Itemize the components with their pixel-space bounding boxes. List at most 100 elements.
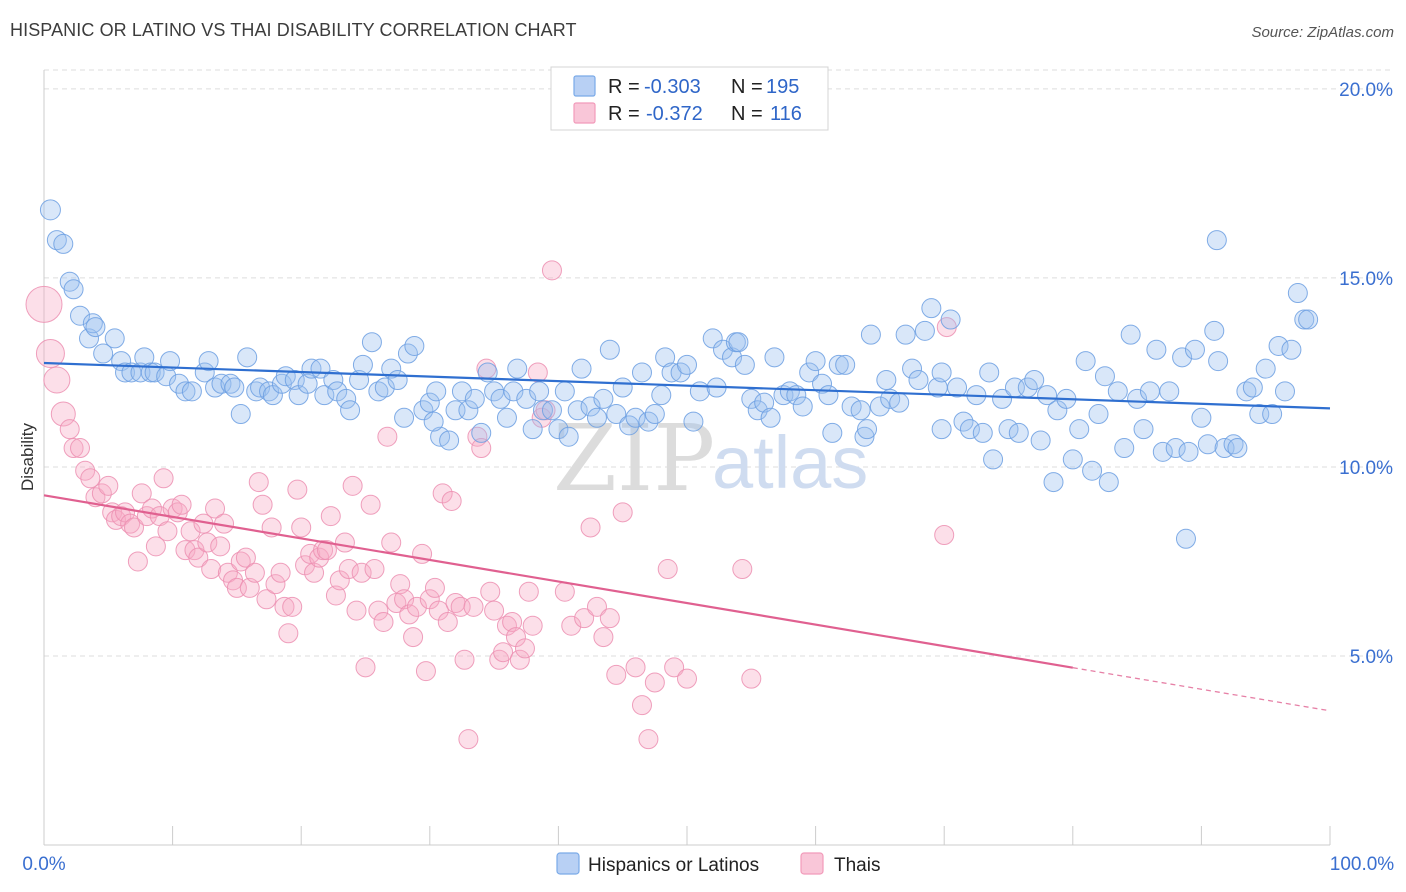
data-point bbox=[205, 498, 226, 519]
watermark: ZIP atlas bbox=[553, 405, 868, 512]
data-point bbox=[197, 532, 218, 553]
data-point bbox=[625, 407, 646, 428]
data-point bbox=[1062, 449, 1083, 470]
data-point bbox=[541, 400, 562, 421]
data-point bbox=[1197, 434, 1218, 455]
data-point bbox=[131, 483, 152, 504]
data-point bbox=[895, 324, 916, 345]
data-point bbox=[127, 551, 148, 572]
data-point bbox=[399, 604, 420, 625]
data-point bbox=[157, 521, 178, 542]
x-tick-label-max: 100.0% bbox=[1330, 854, 1395, 875]
data-point bbox=[477, 362, 498, 383]
data-point bbox=[336, 388, 357, 409]
legend-r-value-2: -0.372 bbox=[646, 103, 703, 125]
data-point bbox=[325, 585, 346, 606]
data-point bbox=[43, 366, 71, 394]
data-point bbox=[59, 419, 80, 440]
data-point bbox=[869, 396, 890, 417]
data-point bbox=[471, 422, 492, 443]
data-point bbox=[586, 407, 607, 428]
data-point bbox=[201, 559, 222, 580]
data-point bbox=[702, 328, 723, 349]
trend-line-thais bbox=[43, 494, 1073, 669]
data-point bbox=[93, 343, 114, 364]
data-point bbox=[828, 354, 849, 375]
data-point bbox=[282, 596, 303, 617]
data-point bbox=[732, 559, 753, 580]
data-point bbox=[1208, 351, 1229, 372]
data-point bbox=[979, 362, 1000, 383]
legend-swatch-pink bbox=[573, 102, 596, 124]
data-point bbox=[1088, 404, 1109, 425]
data-point bbox=[360, 494, 381, 515]
data-point bbox=[252, 494, 273, 515]
data-point bbox=[1178, 441, 1199, 462]
data-point bbox=[631, 695, 652, 716]
data-point bbox=[677, 354, 697, 375]
data-point bbox=[606, 404, 627, 425]
data-point bbox=[580, 396, 601, 417]
data-point bbox=[1281, 339, 1302, 360]
data-point bbox=[124, 517, 145, 538]
data-point bbox=[1223, 434, 1244, 455]
data-point bbox=[85, 487, 106, 508]
data-point bbox=[394, 589, 415, 610]
data-point bbox=[818, 385, 839, 406]
trend-lines bbox=[43, 361, 1331, 712]
data-point bbox=[1152, 441, 1173, 462]
data-point bbox=[1082, 460, 1103, 481]
data-point bbox=[423, 411, 444, 432]
data-point bbox=[502, 611, 523, 632]
data-point bbox=[644, 404, 665, 425]
data-point bbox=[548, 419, 569, 440]
data-point bbox=[493, 642, 514, 663]
data-point bbox=[364, 559, 385, 580]
legend-swatch-blue bbox=[573, 75, 596, 97]
data-point bbox=[822, 422, 843, 443]
data-point bbox=[463, 596, 484, 617]
data-point bbox=[677, 668, 697, 689]
data-point bbox=[467, 426, 488, 447]
data-point bbox=[1114, 438, 1135, 459]
data-point bbox=[1037, 385, 1058, 406]
data-point bbox=[914, 320, 935, 341]
data-point bbox=[237, 347, 258, 368]
data-point bbox=[1069, 419, 1090, 440]
data-point bbox=[239, 577, 260, 598]
data-point bbox=[876, 370, 897, 390]
data-point bbox=[516, 388, 537, 409]
source-credit[interactable]: Source: ZipAtlas.com bbox=[1251, 24, 1394, 41]
data-point bbox=[145, 536, 166, 557]
data-point bbox=[361, 332, 382, 353]
series-hispanics-points bbox=[39, 199, 1319, 549]
data-point bbox=[220, 373, 241, 394]
data-point bbox=[507, 358, 528, 379]
data-point bbox=[741, 388, 762, 409]
data-point bbox=[235, 547, 256, 568]
data-point bbox=[972, 422, 993, 443]
y-axis-title: Disability bbox=[18, 422, 37, 491]
data-point bbox=[304, 562, 325, 583]
data-point bbox=[153, 468, 174, 489]
data-point bbox=[471, 438, 492, 459]
data-point bbox=[115, 362, 136, 383]
data-point bbox=[554, 581, 575, 602]
data-point bbox=[1184, 339, 1205, 360]
data-point bbox=[1139, 381, 1160, 402]
data-point bbox=[1165, 438, 1186, 459]
data-point bbox=[522, 615, 543, 636]
data-point bbox=[593, 388, 614, 409]
data-point bbox=[46, 230, 67, 251]
data-point bbox=[1206, 230, 1227, 251]
data-point bbox=[835, 354, 856, 375]
data-point bbox=[1075, 351, 1096, 372]
data-point bbox=[503, 381, 524, 402]
data-point bbox=[63, 438, 84, 459]
data-point bbox=[198, 351, 219, 372]
data-point bbox=[387, 370, 408, 390]
data-point bbox=[458, 400, 479, 421]
data-point bbox=[394, 407, 415, 428]
data-point bbox=[1146, 339, 1167, 360]
